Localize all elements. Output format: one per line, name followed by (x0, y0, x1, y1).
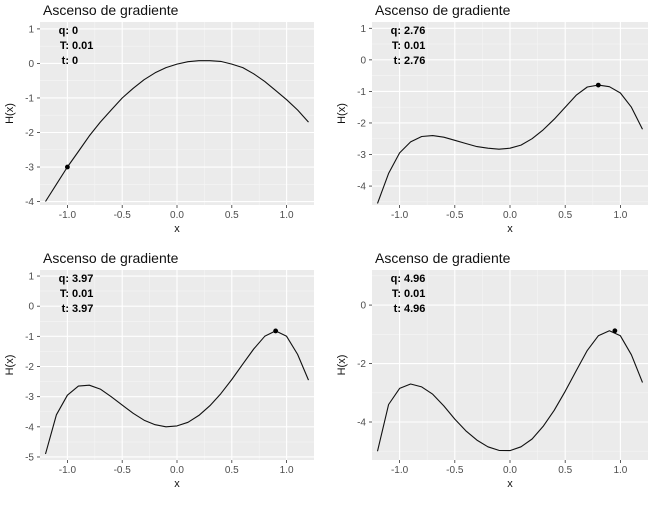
chart-panel-1: -1.0 -0.5 0.0 0.5 1.0 -4 -3 -2 -1 0 1 Ascenso de gr… (4, 2, 314, 235)
current-point (273, 328, 279, 334)
x-tick-label: 0.0 (503, 210, 517, 221)
y-tick-label: -3 (25, 163, 34, 174)
y-axis-label: H(x) (336, 103, 348, 124)
y-axis-label: H(x) (336, 355, 348, 376)
x-tick-label: 1.0 (280, 465, 294, 476)
current-point (595, 82, 601, 88)
x-tick-label: -0.5 (446, 210, 464, 221)
chart-panel-2: -1.0 -0.5 0.0 0.5 1.0 -4 -3 -2 -1 0 1 Ascenso de gr… (336, 2, 648, 235)
series-line (376, 330, 644, 452)
annotation-value: 0.01 (404, 40, 425, 52)
chart-title: Ascenso de gradiente (43, 250, 179, 266)
x-tick-label: 0.0 (170, 465, 184, 476)
x-tick-label: -1.0 (391, 210, 409, 221)
y-axis-label: H(x) (4, 355, 16, 376)
annotation-value: 0.01 (404, 288, 425, 300)
x-tick-label: -1.0 (59, 210, 77, 221)
annotation-key: q: (391, 25, 401, 37)
x-tick-label: 0.5 (558, 465, 572, 476)
series-line (45, 60, 309, 202)
y-tick-label: -2 (25, 128, 34, 139)
chart-panel-3: -1.0 -0.5 0.0 0.5 1.0 -5 -4 -3 -2 -1 0 1 Ascenso de … (4, 250, 314, 490)
annotation-key: T: (392, 40, 401, 52)
annotation-value: 3.97 (72, 303, 93, 315)
x-tick-label: 1.0 (613, 210, 627, 221)
annotation-value: 2.76 (404, 55, 425, 67)
x-tick-label: 0.0 (503, 465, 517, 476)
y-tick-label: 1 (28, 272, 34, 283)
x-tick-label: 1.0 (613, 465, 627, 476)
x-tick-label: -0.5 (114, 465, 132, 476)
annotation-key: T: (60, 40, 69, 52)
annotation-key: t: (62, 55, 69, 67)
annotation-value: 0.01 (72, 40, 93, 52)
x-tick-label: 0.5 (225, 465, 239, 476)
y-tick-label: -4 (25, 422, 34, 433)
annotation-value: 2.76 (404, 25, 425, 37)
x-axis-label: x (507, 478, 513, 490)
x-axis-label: x (174, 223, 180, 235)
y-axis-label: H(x) (4, 103, 16, 124)
x-tick-label: -1.0 (391, 465, 409, 476)
chart-title: Ascenso de gradiente (375, 250, 511, 266)
y-tick-label: 0 (28, 302, 34, 313)
y-tick-label: 0 (360, 55, 366, 66)
x-axis-label: x (174, 478, 180, 490)
y-tick-label: 0 (360, 301, 366, 312)
x-tick-label: 0.5 (558, 210, 572, 221)
x-axis-label: x (507, 223, 513, 235)
y-tick-label: 1 (28, 24, 34, 35)
annotation-key: t: (394, 303, 401, 315)
y-tick-label: -4 (357, 418, 366, 429)
x-tick-label: -0.5 (446, 465, 464, 476)
x-tick-label: -0.5 (114, 210, 132, 221)
annotation-value: 3.97 (72, 273, 93, 285)
y-tick-label: -3 (25, 392, 34, 403)
current-point (612, 328, 618, 334)
x-tick-label: 0.5 (225, 210, 239, 221)
y-tick-label: -1 (25, 332, 34, 343)
y-tick-label: -2 (357, 118, 366, 129)
y-tick-label: -4 (357, 182, 366, 193)
x-tick-label: 0.0 (170, 210, 184, 221)
chart-panel-4: -1.0 -0.5 0.0 0.5 1.0 -4 -2 0 Ascenso de gradien… (336, 250, 648, 490)
current-point (65, 164, 70, 170)
annotation-value: 4.96 (404, 303, 425, 315)
y-tick-label: -1 (357, 87, 366, 98)
annotation-key: q: (391, 273, 401, 285)
annotation-key: T: (392, 288, 401, 300)
annotation-key: t: (62, 303, 69, 315)
y-tick-label: -3 (357, 150, 366, 161)
x-tick-label: 1.0 (280, 210, 294, 221)
annotation-value: 0.01 (72, 288, 93, 300)
y-tick-label: 1 (360, 24, 366, 35)
annotation-key: t: (394, 55, 401, 67)
annotation-value: 0 (72, 25, 78, 37)
chart-title: Ascenso de gradiente (43, 2, 179, 18)
annotation-key: q: (59, 25, 69, 37)
annotation-value: 0 (72, 55, 78, 67)
annotation-value: 4.96 (404, 273, 425, 285)
x-tick-label: -1.0 (59, 465, 77, 476)
y-tick-label: -4 (25, 197, 34, 208)
series-line (44, 330, 310, 455)
y-tick-label: -5 (25, 452, 34, 463)
y-tick-label: -2 (25, 362, 34, 373)
y-tick-label: -1 (25, 93, 34, 104)
annotation-key: T: (60, 288, 69, 300)
y-tick-label: -2 (357, 359, 366, 370)
annotation-key: q: (59, 273, 69, 285)
y-tick-label: 0 (28, 59, 34, 70)
chart-title: Ascenso de gradiente (375, 2, 511, 18)
